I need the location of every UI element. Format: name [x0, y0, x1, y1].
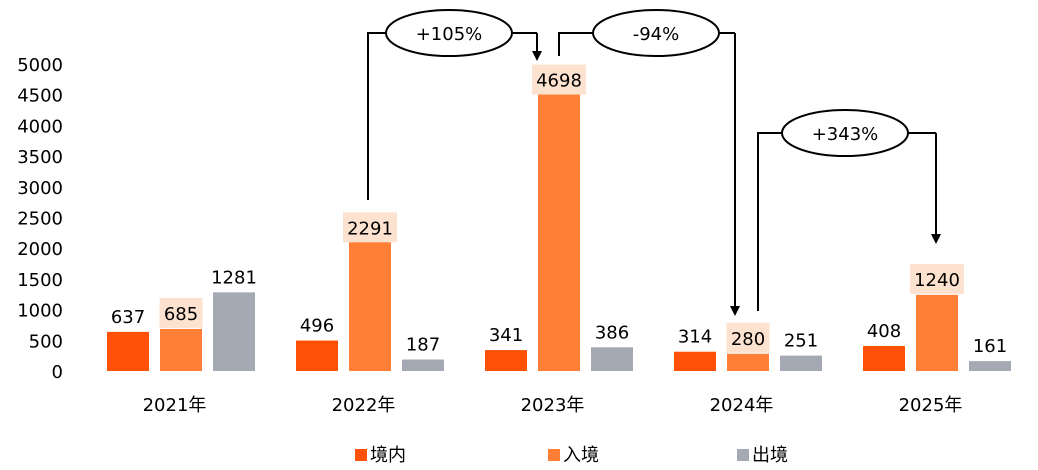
- bar: [538, 82, 580, 372]
- data-label: 314: [678, 327, 712, 348]
- x-tick-label: 2023年: [521, 395, 585, 416]
- annotation-bubble: [781, 109, 909, 157]
- annotation-connector: [367, 32, 537, 200]
- y-tick-label: 500: [29, 331, 63, 352]
- bar: [485, 350, 527, 371]
- x-tick-label: 2024年: [710, 395, 774, 416]
- data-label-highlight: [532, 64, 586, 95]
- y-tick-label: 3000: [17, 178, 63, 199]
- data-label-highlight: [343, 212, 397, 243]
- annotation-bubble: [385, 9, 513, 57]
- bar: [969, 361, 1011, 371]
- data-label: 161: [973, 336, 1007, 357]
- annotations-group: +105% -94% +343%: [367, 9, 941, 316]
- bar: [780, 355, 822, 371]
- y-tick-label: 0: [52, 362, 63, 383]
- legend-swatch: [737, 449, 749, 461]
- y-tick-label: 2500: [17, 209, 63, 230]
- bar: [107, 331, 149, 371]
- legend-swatch: [548, 449, 560, 461]
- bar: [863, 345, 905, 371]
- legend: 境内 入境 出境: [355, 445, 788, 466]
- bar: [727, 353, 769, 371]
- data-label: 496: [300, 316, 334, 337]
- annotation-bubble: [592, 9, 720, 57]
- annotation-label: -94%: [633, 24, 680, 45]
- data-label: 1240: [914, 270, 960, 291]
- x-tick-label: 2022年: [332, 395, 396, 416]
- x-axis: 2021年 2022年 2023年 2024年 2025年: [143, 395, 963, 416]
- annotation-connector: [757, 132, 936, 311]
- data-label: 1281: [211, 267, 257, 288]
- y-tick-label: 2000: [17, 239, 63, 260]
- x-tick-label: 2025年: [899, 395, 963, 416]
- bar: [296, 340, 338, 371]
- data-label-highlight: [726, 322, 770, 353]
- bar: [160, 328, 202, 371]
- legend-swatch: [355, 449, 367, 461]
- y-tick-label: 1500: [17, 270, 63, 291]
- legend-label: 境内: [370, 445, 406, 466]
- data-labels-group: 637 496 341 314 408 685 2291 4698 280 1240 1281 187…: [111, 64, 1007, 357]
- y-tick-label: 1000: [17, 301, 63, 322]
- y-tick-label: 4500: [17, 86, 63, 107]
- y-tick-label: 3500: [17, 147, 63, 168]
- x-tick-label: 2021年: [143, 395, 207, 416]
- data-label-highlight: [910, 263, 964, 294]
- data-label: 187: [406, 335, 440, 356]
- data-label: 685: [164, 304, 198, 325]
- bar: [591, 347, 633, 371]
- y-axis: 0 500 1000 1500 2000 2500 3000 3500 4000 4500 5000: [17, 55, 63, 383]
- data-label: 280: [731, 329, 765, 350]
- data-label: 408: [867, 321, 901, 342]
- y-tick-label: 5000: [17, 55, 63, 76]
- data-label: 251: [784, 331, 818, 352]
- data-label-highlight: [159, 297, 203, 328]
- bar: [349, 230, 391, 371]
- data-label: 637: [111, 307, 145, 328]
- annotation-label: +105%: [416, 24, 483, 45]
- bar: [402, 359, 444, 371]
- bars-group: [107, 82, 1011, 372]
- data-label: 2291: [347, 218, 393, 239]
- bar: [674, 351, 716, 371]
- annotation-label: +343%: [812, 124, 879, 145]
- legend-label: 入境: [563, 445, 599, 466]
- data-label: 341: [489, 325, 523, 346]
- y-tick-label: 4000: [17, 116, 63, 137]
- bar: [213, 292, 255, 371]
- data-label: 386: [595, 322, 629, 343]
- data-label: 4698: [536, 71, 582, 92]
- bar: [916, 294, 958, 371]
- legend-label: 出境: [752, 445, 788, 466]
